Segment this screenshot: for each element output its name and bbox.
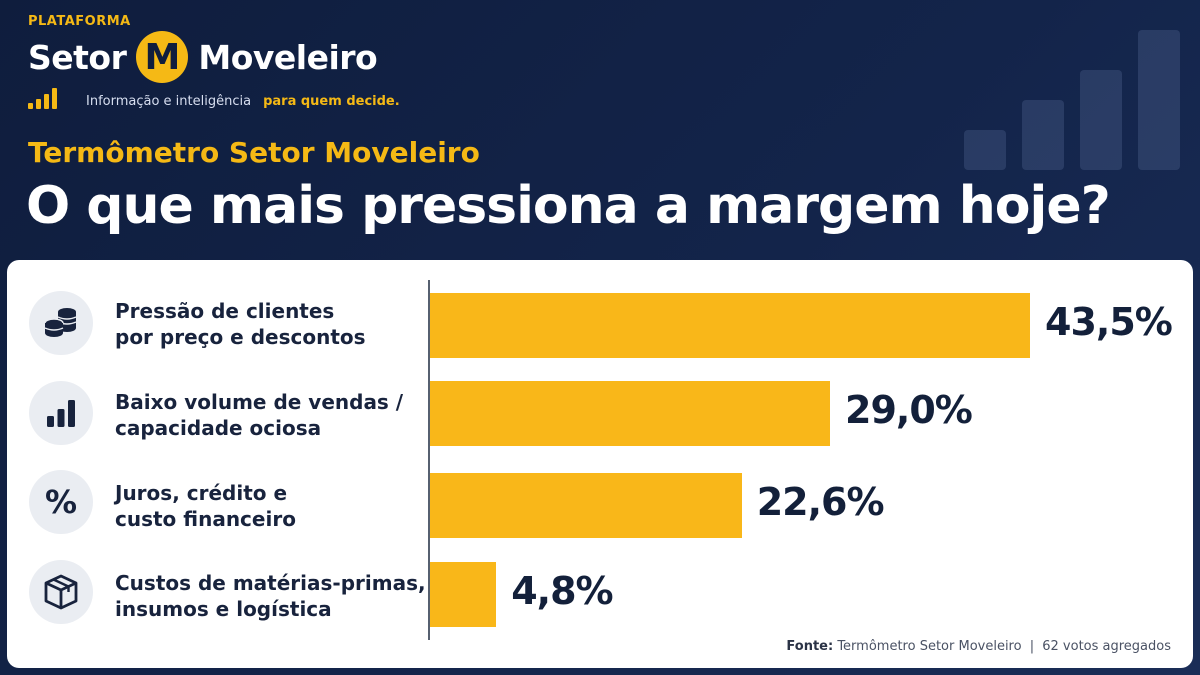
brand-name-right: Moveleiro xyxy=(198,37,378,77)
source-votes: 62 votos agregados xyxy=(1042,639,1171,654)
source-text: Termômetro Setor Moveleiro xyxy=(837,639,1022,654)
category-label-line2: capacidade ociosa xyxy=(115,416,322,440)
category-label-line1: Juros, crédito e xyxy=(115,481,288,505)
category-label-line1: Custos de matérias-primas, xyxy=(115,571,426,595)
percent-icon: % xyxy=(29,470,93,534)
brand-tagline: Informação e inteligência xyxy=(86,94,252,109)
brand-name: Setor M Moveleiro xyxy=(28,31,400,83)
signal-bars-icon xyxy=(28,87,62,109)
bar xyxy=(430,381,830,446)
value-label: 29,0% xyxy=(845,388,973,432)
category-label-line2: por preço e descontos xyxy=(115,325,366,349)
category-label: Juros, crédito e custo financeiro xyxy=(115,480,296,532)
category-label: Baixo volume de vendas / capacidade ocio… xyxy=(115,389,403,441)
value-label: 43,5% xyxy=(1045,300,1173,344)
category-label-line1: Baixo volume de vendas / xyxy=(115,390,404,414)
chart-axis-line xyxy=(428,280,430,640)
value-label: 22,6% xyxy=(756,480,885,524)
brand-logo: PLATAFORMA Setor M Moveleiro Informação … xyxy=(28,14,400,109)
logo-m-icon: M xyxy=(136,31,189,83)
source-note: Fonte: Termômetro Setor Moveleiro | 62 v… xyxy=(786,639,1171,654)
chart-title: O que mais pressiona a margem hoje? xyxy=(26,176,1111,236)
brand-tagline-accent: para quem decide. xyxy=(263,94,400,109)
box-icon xyxy=(29,560,93,624)
category-label-line2: insumos e logística xyxy=(115,597,332,621)
bar xyxy=(430,293,1030,358)
category-label: Custos de matérias-primas, insumos e log… xyxy=(115,570,426,622)
category-label: Pressão de clientes por preço e desconto… xyxy=(115,298,366,350)
category-label-line1: Pressão de clientes xyxy=(115,299,335,323)
source-separator: | xyxy=(1029,639,1035,654)
chart-subtitle: Termômetro Setor Moveleiro xyxy=(28,136,480,169)
brand-tagline-row: Informação e inteligência para quem deci… xyxy=(28,87,400,109)
category-label-line2: custo financeiro xyxy=(115,507,296,531)
bar-chart-icon xyxy=(29,381,93,445)
chart-panel: Pressão de clientes por preço e desconto… xyxy=(7,260,1193,668)
decorative-bars-icon xyxy=(964,20,1180,170)
brand-tag: PLATAFORMA xyxy=(28,14,131,29)
bar xyxy=(430,473,742,538)
brand-name-left: Setor xyxy=(28,37,127,77)
coins-icon xyxy=(29,291,93,355)
value-label: 4,8% xyxy=(511,569,613,613)
source-label: Fonte: xyxy=(786,639,834,654)
bar xyxy=(430,562,497,627)
